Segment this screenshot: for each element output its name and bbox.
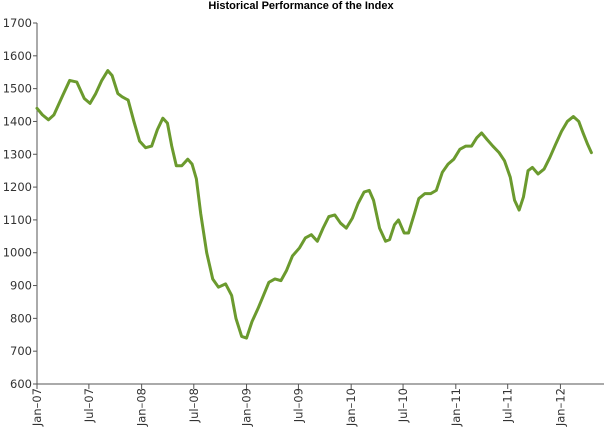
y-tick-label: 1700 xyxy=(3,16,32,30)
x-axis: Jan–07 Jul–07 Jan–08 Jul–08 Jan–09 Jul–09 Jan–… xyxy=(30,383,604,427)
y-tick-label: 1000 xyxy=(3,246,32,260)
y-tick-label: 700 xyxy=(10,344,32,358)
x-tick-label: Jul–10 xyxy=(396,388,410,423)
y-tick-label: 1400 xyxy=(3,114,32,128)
x-tick-label: Jan–12 xyxy=(553,388,567,427)
y-tick-label: 900 xyxy=(10,279,32,293)
series-line xyxy=(35,69,593,340)
chart-title: Historical Performance of the Index xyxy=(208,0,394,12)
y-tick-label: 800 xyxy=(10,311,32,325)
x-tick-label: Jul–09 xyxy=(291,388,305,423)
y-tick-label: 1600 xyxy=(3,49,32,63)
y-tick-label: 1300 xyxy=(3,147,32,161)
y-tick-label: 1100 xyxy=(3,213,32,227)
x-tick-label: Jan–09 xyxy=(240,388,254,427)
x-tick-label: Jan–10 xyxy=(344,388,358,427)
x-tick-label: Jul–08 xyxy=(187,388,201,423)
x-tick-label: Jan–11 xyxy=(449,388,463,427)
x-tick-label: Jan–08 xyxy=(135,388,149,427)
x-tick-label: Jan–07 xyxy=(30,388,44,427)
x-tick-label: Jul–11 xyxy=(501,388,515,423)
y-axis: 600 700 800 900 1000 1100 1200 1300 1400 1500 1600… xyxy=(3,16,38,391)
x-tick-label: Jul–07 xyxy=(82,388,96,423)
y-tick-label: 1200 xyxy=(3,180,32,194)
plot-area xyxy=(35,69,593,340)
y-tick-label: 1500 xyxy=(3,82,32,96)
y-tick-label: 600 xyxy=(10,377,32,391)
